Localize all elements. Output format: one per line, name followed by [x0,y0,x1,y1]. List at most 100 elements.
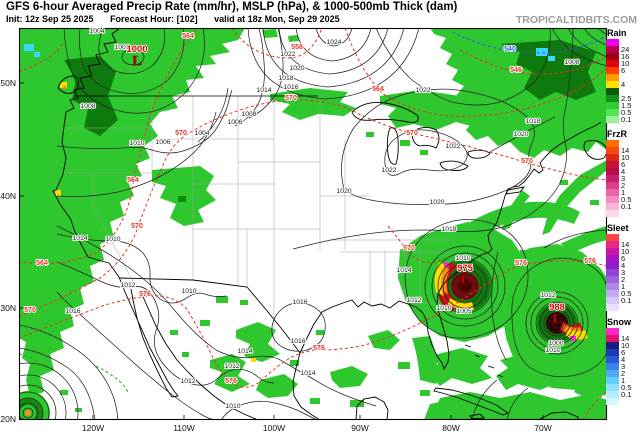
legend-swatch [606,283,619,290]
low-pressure-value: 975 [457,263,474,274]
legend-value: 2.5 [621,94,632,103]
thickness-label: 564 [182,33,194,40]
legend-row [606,39,640,46]
legend-swatch [606,74,619,81]
legend-value: 6 [621,160,626,169]
mslp-label: 1014 [396,267,411,274]
thickness-label: 576 [139,291,151,298]
mslp-label: 1010 [129,140,144,147]
map-frame [18,27,608,421]
legend-swatch [606,328,619,335]
thickness-label: 564 [372,86,384,93]
mslp-label: 1012 [224,363,239,370]
legend-value: 10 [621,153,630,162]
thickness-label: 570 [521,158,533,165]
mslp-label: 1016 [290,338,305,345]
legend-value: 1 [621,376,626,385]
legend-swatch [606,53,619,60]
legend-row [606,210,640,217]
legend-swatch [606,39,619,46]
legend-row [606,234,640,241]
isobar-contours [19,28,607,420]
legend-row [606,304,640,311]
thickness-label: 558 [291,44,303,51]
legend-scale-sleet: Sleet 14 10 6 4 3 2 1 0.5 0.1 [606,223,640,311]
mslp-label: 1004 [194,130,209,137]
legend-value: 3 [621,268,626,277]
mslp-label: 1020 [336,188,351,195]
map-subtitle: Init: 12z Sep 25 2025 Forecast Hour: [10… [6,14,634,24]
legend-swatch [606,154,619,161]
legend-value: 4 [621,167,626,176]
legend-value: 2 [621,369,626,378]
mslp-label: 1008 [564,59,579,66]
legend-scale-snow: Snow 14 10 6 4 3 2 1 0.5 0.1 [606,317,640,405]
legend-swatch [606,88,619,95]
thickness-label: 570 [24,307,36,314]
mslp-label: 1000 [548,340,563,347]
legend-row: 0.1 [606,116,640,123]
legend-value: 10 [621,59,630,68]
legend-swatch [606,377,619,384]
coastlines [52,28,607,420]
legend-swatch [606,60,619,67]
mslp-label: 1024 [326,39,341,46]
mslp-label: 1018 [441,226,456,233]
legend-value: 1 [621,282,626,291]
lon-label: 70W [534,423,551,433]
mslp-label: 1016 [65,308,80,315]
lat-label: 30N [0,303,16,313]
legend-value: 10 [621,341,630,350]
legend-swatch [606,234,619,241]
lat-label: 40N [0,191,16,201]
legend-value: 0.1 [621,390,632,399]
thickness-label: 570 [131,223,143,230]
legend-row: 0.1 [606,391,640,398]
low-center-marker: L [552,312,561,327]
legend-row [606,328,640,335]
legend-scale-rain: Rain 24 16 10 6 4 2.5 1.5 0.5 0.1 [606,28,640,123]
legend-row: 10 [606,248,640,255]
precip-type-legend: Rain 24 16 10 6 4 2.5 1.5 0.5 0.1 FrzR 14 10 6 4 3 2 1 0.5… [606,28,640,411]
legend-value: 3 [621,362,626,371]
legend-swatch [606,189,619,196]
map-title: GFS 6-hour Averaged Precip Rate (mm/hr),… [6,1,458,13]
legend-swatch [606,81,619,88]
legend-value: 0.1 [621,115,632,124]
legend-swatch [606,147,619,154]
legend-scale-title: Sleet [607,223,629,233]
legend-value: 10 [621,247,630,256]
legend-row [606,398,640,405]
legend-row: 0.1 [606,297,640,304]
legend-row [606,140,640,147]
lon-label: 80W [442,423,459,433]
valid-time: valid at 18z Mon, Sep 29 2025 [214,14,340,24]
legend-swatch [606,335,619,342]
init-time: Init: 12z Sep 25 2025 [6,14,94,24]
lon-label: 90W [351,423,368,433]
legend-swatch [606,182,619,189]
legend-value: 3 [621,174,626,183]
legend-row: 2 [606,276,640,283]
thickness-label: 570 [403,245,415,252]
legend-row [606,74,640,81]
legend-row: 10 [606,154,640,161]
legend-value: 16 [621,52,630,61]
legend-value: 6 [621,254,626,263]
legend-row: 14 [606,147,640,154]
forecast-hour: Forecast Hour: [102] [110,14,198,24]
legend-value: 1 [621,188,626,197]
mslp-label: 1010 [455,255,470,262]
mslp-label: 1006 [155,139,170,146]
legend-row: 16 [606,53,640,60]
legend-row: 4 [606,168,640,175]
legend-value: 0.1 [621,202,632,211]
legend-swatch [606,210,619,217]
legend-scale-title: Snow [607,317,631,327]
mslp-label: 1020 [289,65,304,72]
legend-value: 0.5 [621,108,632,117]
legend-value: 4 [621,355,626,364]
mslp-label: 1010 [225,403,240,410]
legend-value: 0.5 [621,195,632,204]
